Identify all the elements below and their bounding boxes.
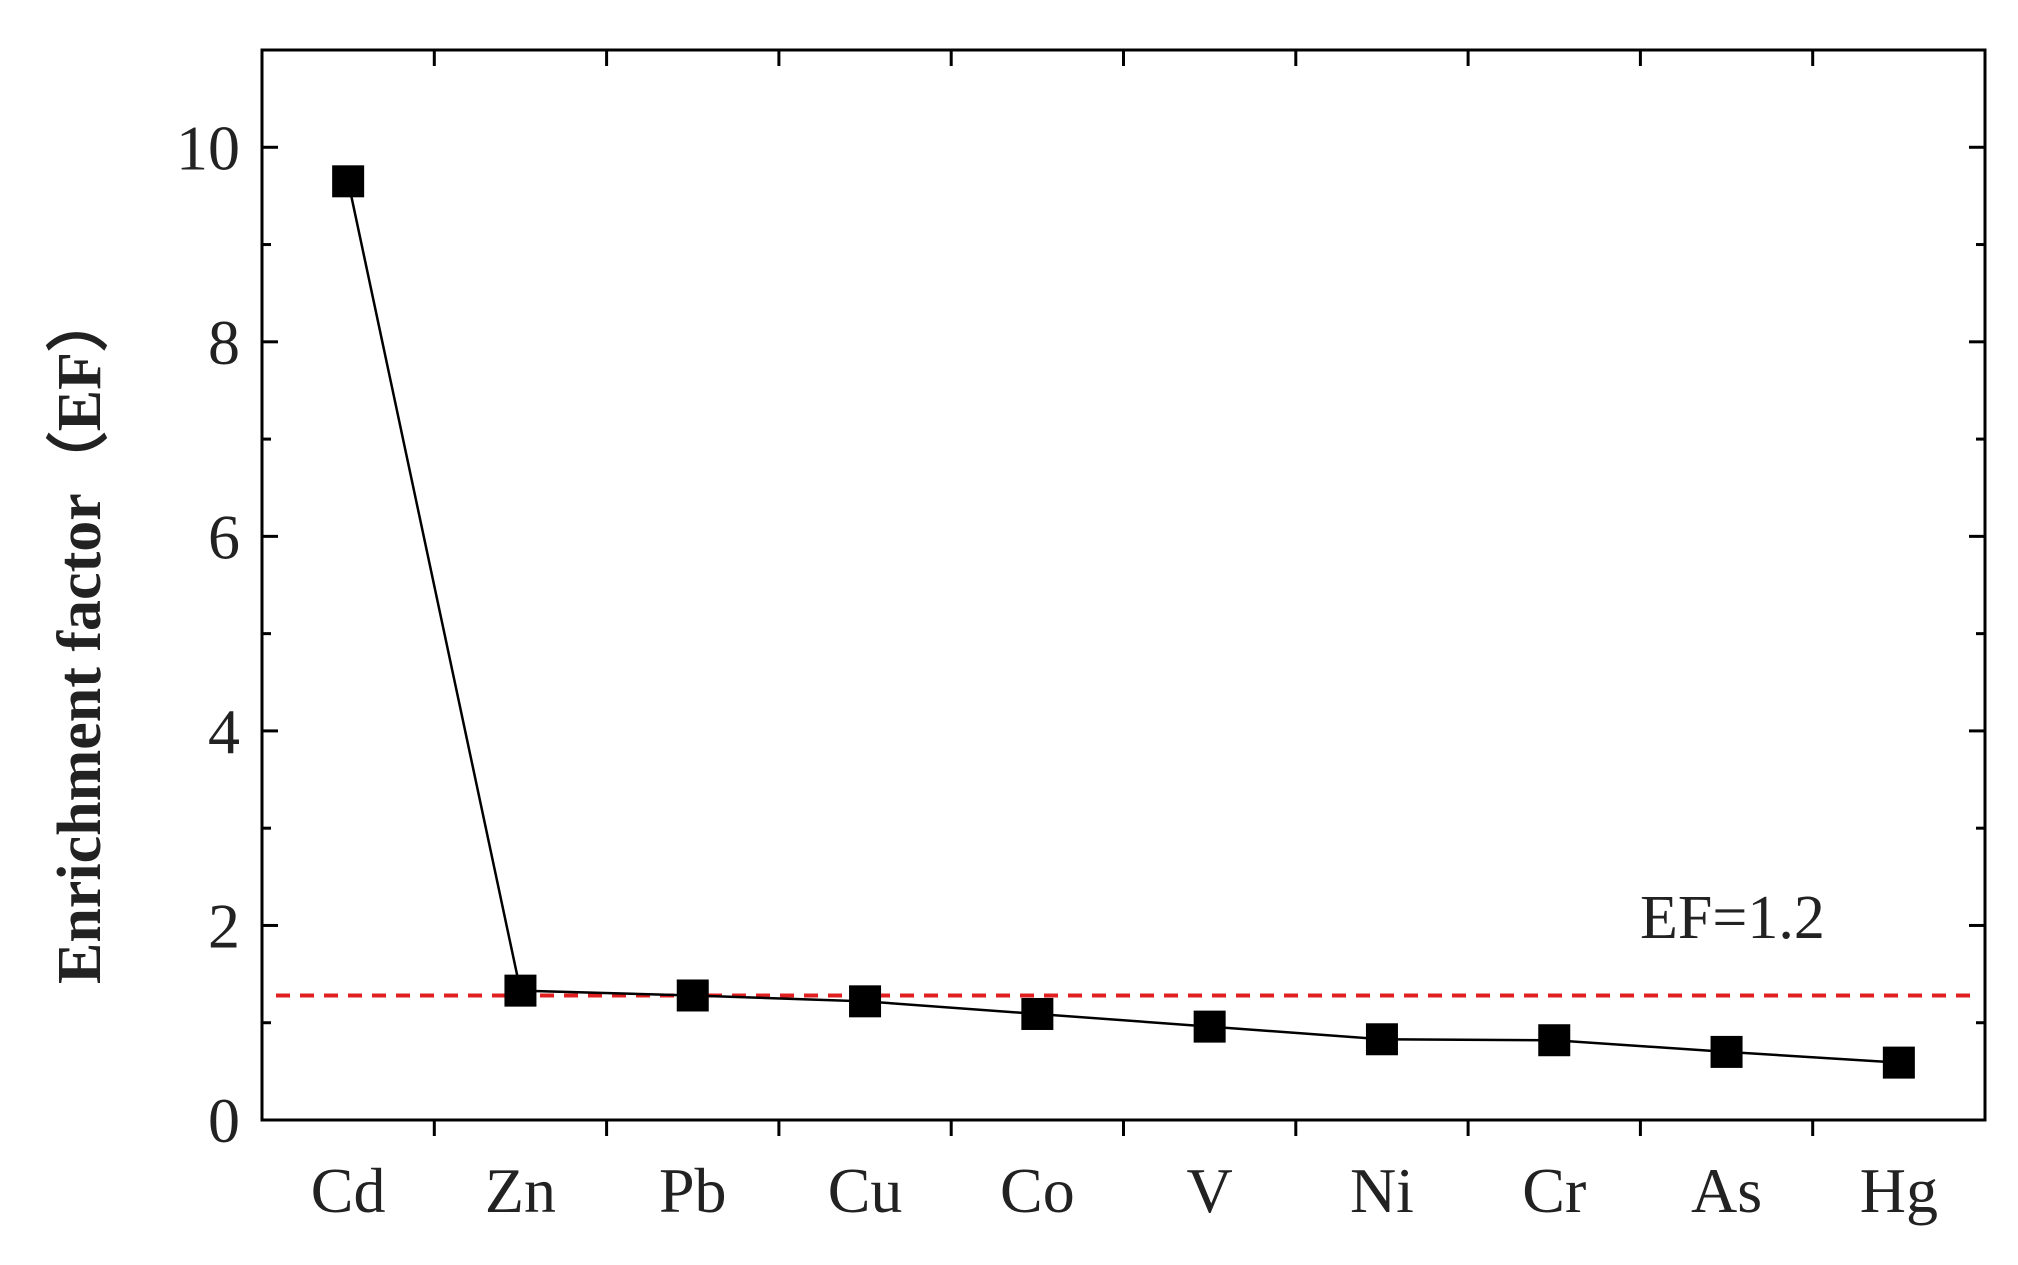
data-point-co: [1021, 997, 1054, 1030]
y-tick-label: 2: [208, 890, 240, 961]
x-tick-label: Pb: [659, 1155, 727, 1226]
x-tick-label: Co: [1000, 1155, 1075, 1226]
series-line: [346, 181, 1899, 1064]
x-ticks: Cd Zn Pb Cu Co V Ni Cr As Hg: [311, 50, 1938, 1226]
x-tick-label: Cr: [1522, 1155, 1586, 1226]
data-point-cu: [849, 985, 882, 1018]
x-tick-label: Cu: [828, 1155, 903, 1226]
data-point-pb: [676, 979, 709, 1012]
series-layer: [332, 165, 1915, 1079]
y-tick-label: 10: [176, 112, 240, 183]
y-axis-title: Enrichment factor（EF）: [44, 290, 114, 984]
reference-line-label: EF=1.2: [1640, 884, 1825, 952]
y-tick-label: 6: [208, 501, 240, 572]
y-tick-label: 0: [208, 1085, 240, 1156]
axis-layer: [260, 48, 1987, 1122]
x-tick-label: Hg: [1860, 1155, 1938, 1226]
x-tick-label: As: [1691, 1155, 1762, 1226]
y-ticks: 0 2 4 6 8 10: [176, 112, 1985, 1156]
data-point-v: [1193, 1010, 1226, 1043]
x-tick-label: Ni: [1350, 1155, 1414, 1226]
x-tick-label: Zn: [485, 1155, 556, 1226]
data-point-as: [1710, 1035, 1743, 1068]
data-point-cr: [1538, 1024, 1571, 1057]
x-tick-label: V: [1187, 1155, 1233, 1226]
x-tick-label: Cd: [311, 1155, 386, 1226]
data-point-ni: [1365, 1023, 1398, 1056]
data-point-hg: [1882, 1046, 1915, 1079]
y-tick-label: 8: [208, 307, 240, 378]
data-point-cd: [332, 165, 365, 198]
data-point-zn: [504, 974, 537, 1007]
plot-frame: [260, 48, 1987, 1122]
y-tick-label: 4: [208, 696, 240, 767]
